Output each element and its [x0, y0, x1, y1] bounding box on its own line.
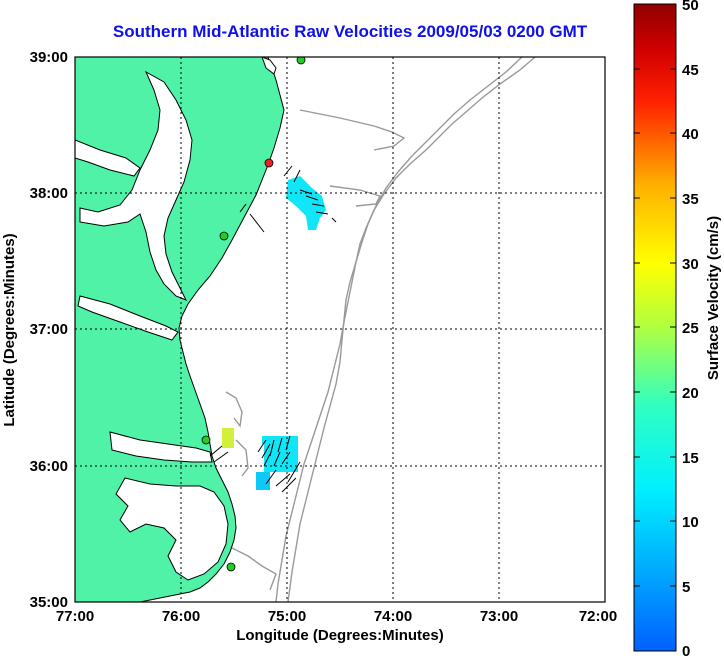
- colorbar-tick-label: 25: [682, 320, 699, 337]
- colorbar-tick-label: 40: [682, 126, 699, 143]
- y-tick-label: 39:00: [30, 49, 68, 66]
- james-river: [77, 295, 179, 341]
- x-tick-label: 75:00: [268, 608, 306, 625]
- gridlines: [75, 57, 605, 602]
- patch-southern: [256, 472, 270, 490]
- station-hatteras-marker: [226, 562, 236, 572]
- delaware-bay: [261, 57, 277, 75]
- y-tick-label: 38:00: [30, 185, 68, 202]
- patch-delmarva: [286, 176, 326, 230]
- bathymetry-contours: [225, 57, 536, 602]
- patch-virginia-beach-top: [262, 436, 298, 444]
- colorbar-label: Surface Velocity (cm/s): [705, 216, 722, 380]
- potomac-river: [75, 139, 141, 177]
- x-tick-label: 74:00: [374, 608, 412, 625]
- albemarle-sound: [109, 431, 213, 463]
- colorbar-tick-label: 45: [682, 62, 699, 79]
- y-tick-label: 35:00: [30, 594, 68, 611]
- patch-yellow: [222, 428, 234, 448]
- chesapeake-bay: [79, 70, 193, 301]
- station-delmarva-marker: [264, 158, 274, 168]
- colorbar-tick-label: 30: [682, 256, 699, 273]
- colorbar-tick-label: 0: [682, 643, 690, 659]
- y-axis-label: Latitude (Degrees:Minutes): [1, 233, 18, 426]
- colorbar: [633, 3, 677, 652]
- colorbar-tick-label: 50: [682, 0, 699, 14]
- colorbar-tick-label: 10: [682, 514, 699, 531]
- station-eastern-shore-marker: [219, 231, 229, 241]
- station-north-marker: [296, 57, 306, 65]
- pamlico-sound: [115, 477, 229, 581]
- y-tick-label: 36:00: [30, 458, 68, 475]
- y-tick-label: 37:00: [30, 321, 68, 338]
- plot-frame: [74, 56, 606, 603]
- colorbar-tick-label: 15: [682, 450, 699, 467]
- colorbar-tick-label: 20: [682, 385, 699, 402]
- x-axis-label: Longitude (Degrees:Minutes): [236, 627, 444, 644]
- colorbar-tick-label: 35: [682, 191, 699, 208]
- velocity-vectors: [209, 165, 337, 493]
- x-tick-label: 77:00: [56, 608, 94, 625]
- station-outer-banks-marker: [201, 435, 211, 445]
- colorbar-ticks: [634, 3, 676, 587]
- map-title: Southern Mid-Atlantic Raw Velocities 200…: [112, 22, 588, 41]
- x-tick-label: 72:00: [579, 608, 617, 625]
- x-tick-label: 76:00: [162, 608, 200, 625]
- colorbar-tick-label: 5: [682, 579, 690, 596]
- x-tick-label: 73:00: [480, 608, 518, 625]
